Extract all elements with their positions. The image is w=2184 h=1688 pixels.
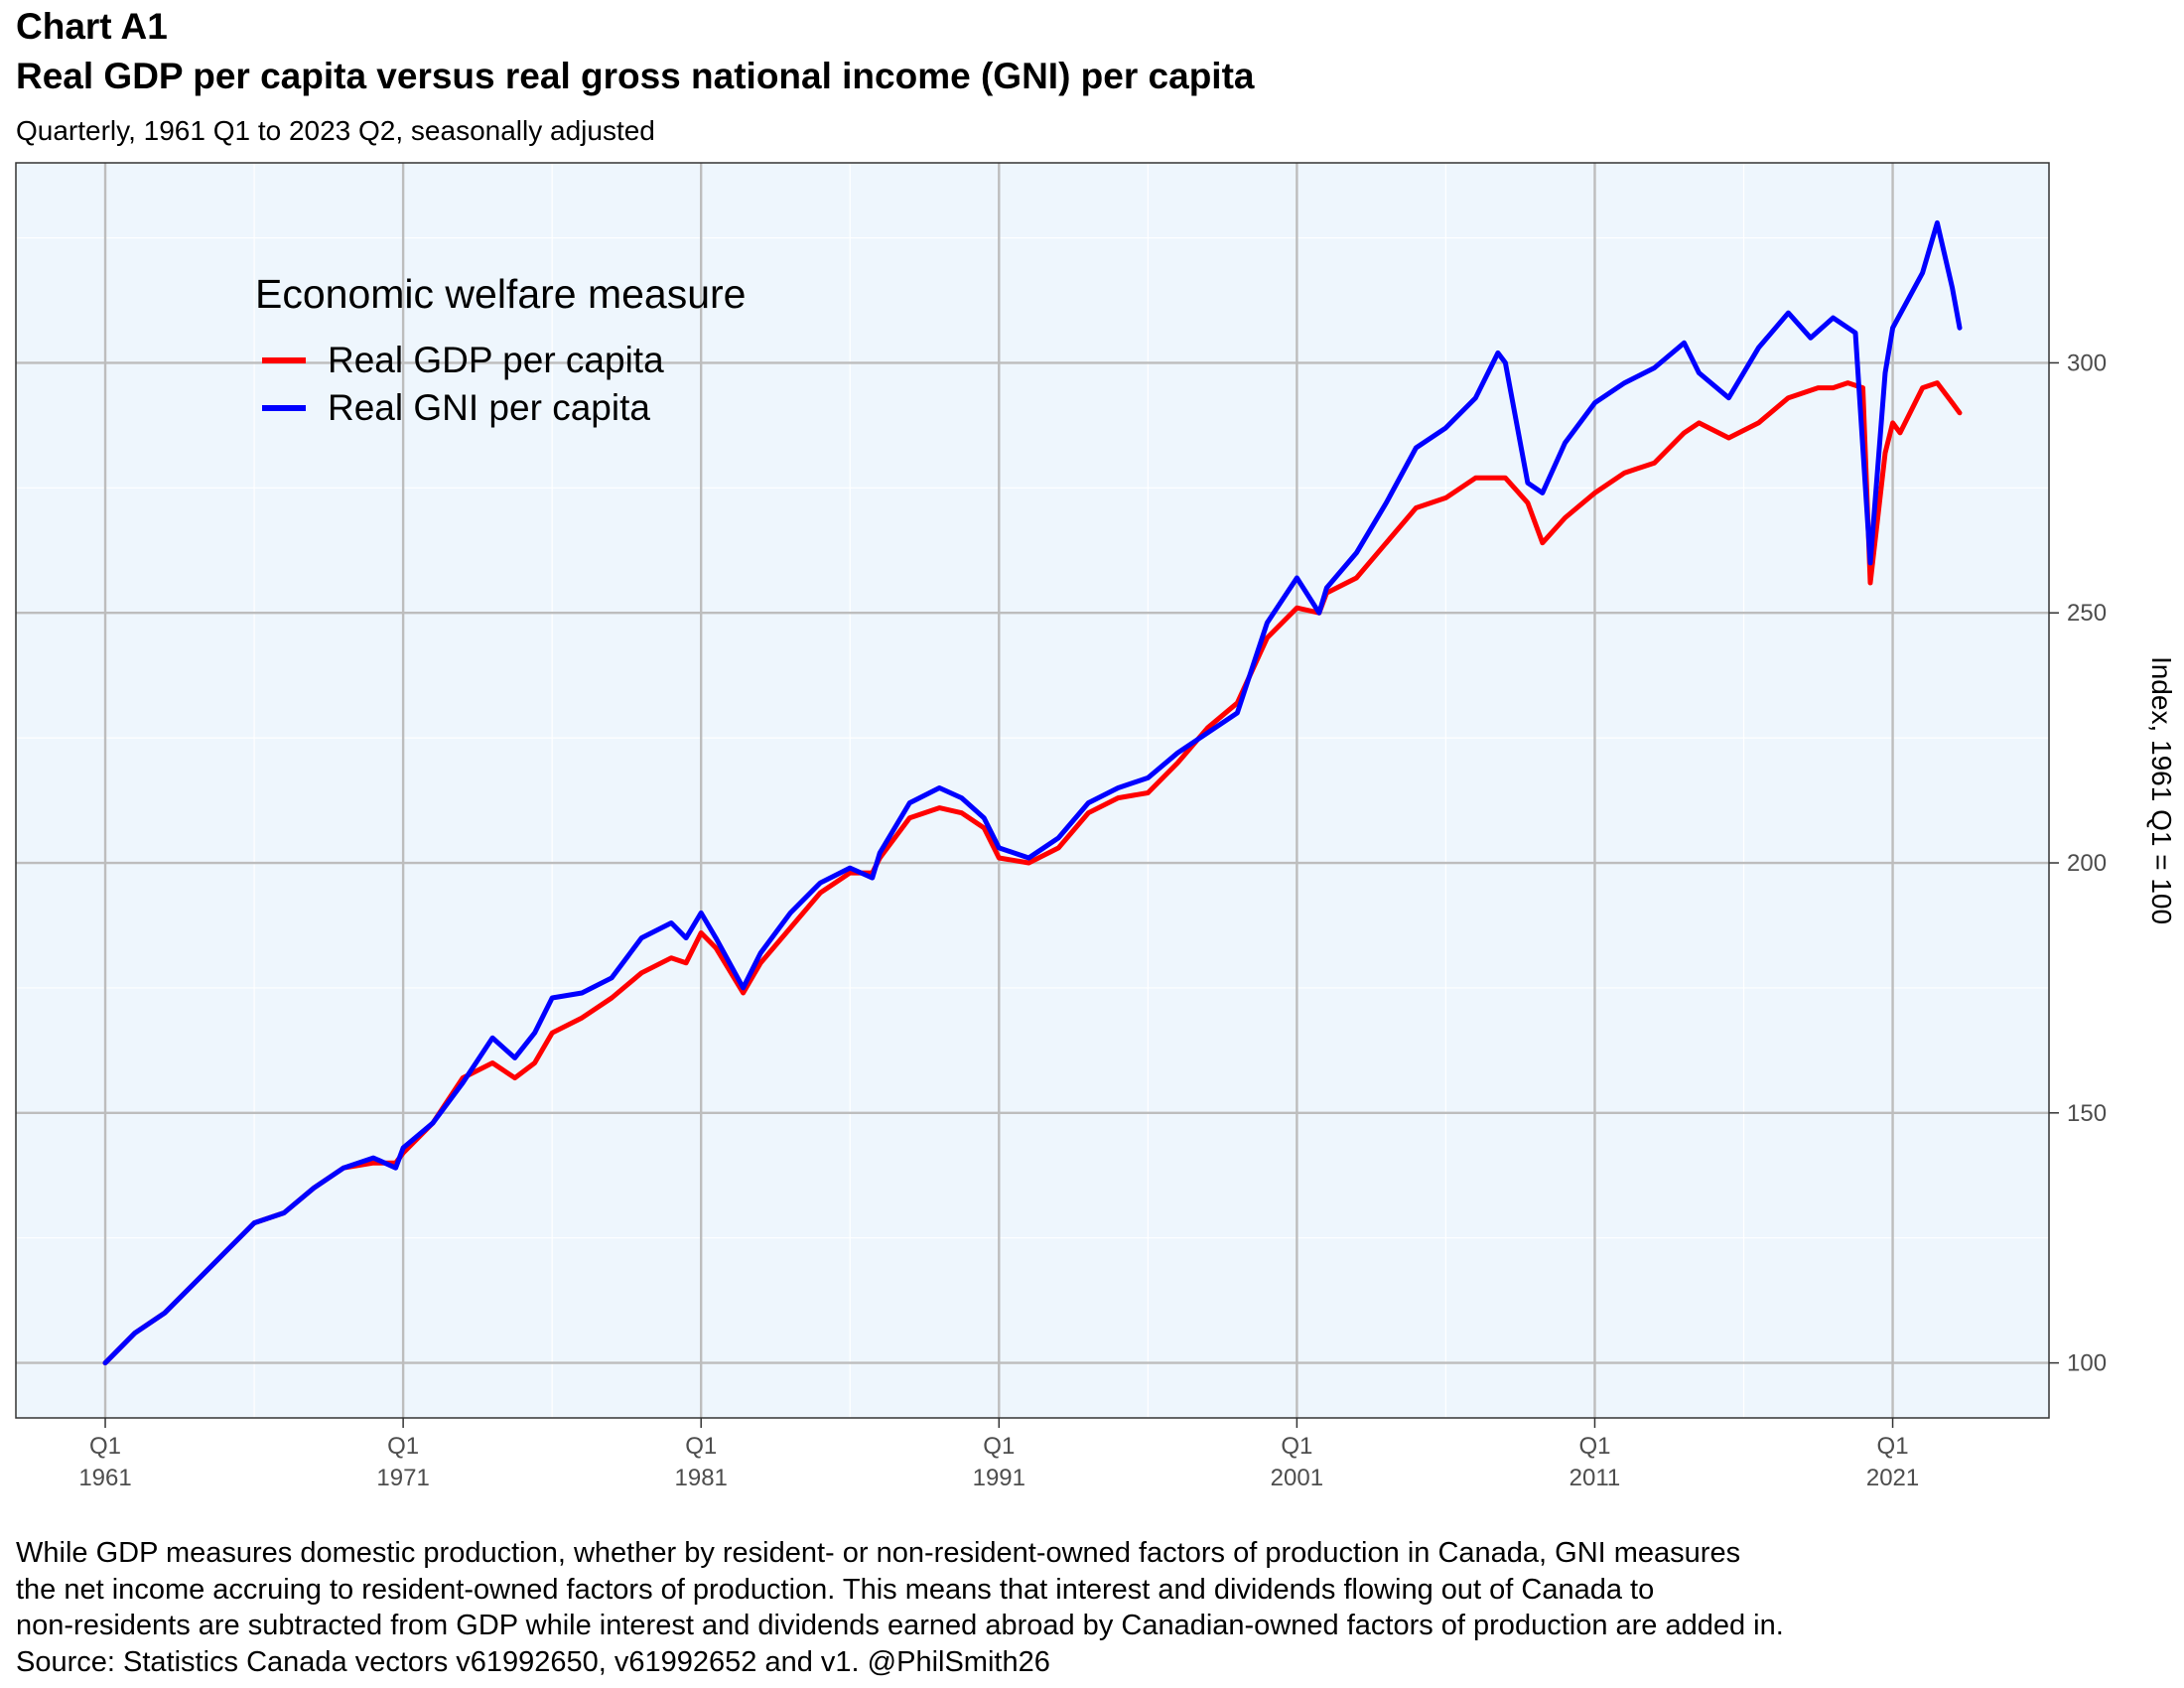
plot-panel	[16, 163, 2049, 1418]
legend-label-gni: Real GNI per capita	[328, 387, 650, 428]
legend: Economic welfare measure Real GDP per ca…	[255, 271, 746, 428]
y-tick-label: 300	[2067, 350, 2107, 376]
minor-gridlines	[16, 163, 2049, 1418]
chart-title: Real GDP per capita versus real gross na…	[16, 56, 1255, 96]
x-tick-label-quarter: Q1	[1877, 1433, 1909, 1460]
series-layer	[102, 219, 1963, 1366]
source-line: Source: Statistics Canada vectors v61992…	[16, 1645, 1050, 1678]
plot-border	[15, 162, 2050, 1419]
legend-label-gdp: Real GDP per capita	[328, 340, 664, 380]
chart-label: Chart A1	[16, 6, 168, 47]
y-tick-label: 100	[2067, 1350, 2107, 1377]
x-tick-label-quarter: Q1	[685, 1433, 717, 1460]
y-tick-label: 200	[2067, 850, 2107, 877]
y-axis: 100 150 200 250 300	[2049, 350, 2107, 1377]
caption-line: the net income accruing to resident-owne…	[16, 1573, 1655, 1606]
x-tick-label-quarter: Q1	[1578, 1433, 1610, 1460]
x-tick-label-year: 1991	[973, 1465, 1025, 1491]
chart-caption: While GDP measures domestic production, …	[16, 1535, 1784, 1680]
caption-line: non-residents are subtracted from GDP wh…	[16, 1610, 1784, 1641]
x-tick-label-year: 2001	[1271, 1465, 1323, 1491]
x-tick-label-quarter: Q1	[89, 1433, 121, 1460]
x-tick-label-year: 1961	[78, 1465, 131, 1491]
x-tick-label-quarter: Q1	[983, 1433, 1015, 1460]
x-tick-label-year: 2021	[1866, 1465, 1919, 1491]
x-axis: Q1 1961 Q1 1971 Q1 1981 Q1 1991 Q1 2001 Q1 2011 Q1 20…	[78, 1418, 1919, 1491]
caption-line: While GDP measures domestic production, …	[16, 1537, 1741, 1569]
y-axis-title: Index, 1961 Q1 = 100	[2146, 656, 2177, 924]
y-tick-label: 150	[2067, 1100, 2107, 1127]
x-tick-label-year: 1981	[675, 1465, 728, 1491]
series-line-gni	[102, 219, 1963, 1366]
x-tick-label-year: 1971	[376, 1465, 429, 1491]
chart-subtitle: Quarterly, 1961 Q1 to 2023 Q2, seasonall…	[16, 115, 655, 146]
x-tick-label-quarter: Q1	[1281, 1433, 1312, 1460]
x-tick-label-quarter: Q1	[387, 1433, 419, 1460]
x-tick-label-year: 2011	[1570, 1465, 1621, 1491]
y-tick-label: 250	[2067, 600, 2107, 627]
legend-title: Economic welfare measure	[255, 271, 746, 317]
